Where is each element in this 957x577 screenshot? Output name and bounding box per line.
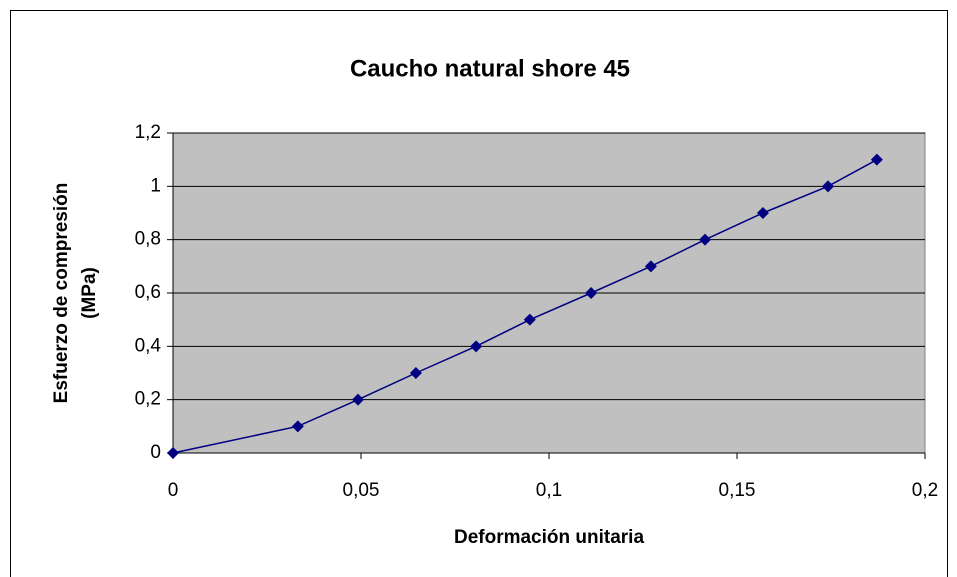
y-tick-label: 1 <box>150 175 161 196</box>
data-point <box>409 367 422 379</box>
y-tick-label: 0,2 <box>135 389 161 410</box>
data-point <box>291 420 304 433</box>
data-point <box>644 260 657 273</box>
data-point <box>167 447 179 459</box>
data-point <box>699 233 712 246</box>
data-point <box>351 393 364 406</box>
data-point <box>821 180 834 193</box>
data-point <box>585 287 598 299</box>
x-tick-label: 0 <box>168 480 179 501</box>
x-axis-label: Deformación unitaria <box>454 527 644 548</box>
data-line <box>172 159 878 454</box>
y-tick-label: 0 <box>150 442 161 463</box>
x-tick-label: 0,05 <box>343 480 380 501</box>
y-axis-label: Esfuerzo de compresión <box>51 183 72 404</box>
x-tick-label: 0,1 <box>536 480 562 501</box>
data-point <box>470 340 483 353</box>
x-tick-label: 0,2 <box>912 480 938 501</box>
y-tick-label: 1,2 <box>135 122 161 143</box>
y-axis-label: (MPa) <box>79 267 100 319</box>
chart-title: Caucho natural shore 45 <box>350 55 630 82</box>
data-point <box>870 153 883 166</box>
x-tick-label: 0,15 <box>719 480 756 501</box>
y-tick-label: 0,8 <box>135 229 161 250</box>
data-point <box>756 207 769 219</box>
y-tick-label: 0,4 <box>135 335 162 356</box>
y-tick-label: 0,6 <box>135 282 161 303</box>
data-point <box>523 313 536 326</box>
